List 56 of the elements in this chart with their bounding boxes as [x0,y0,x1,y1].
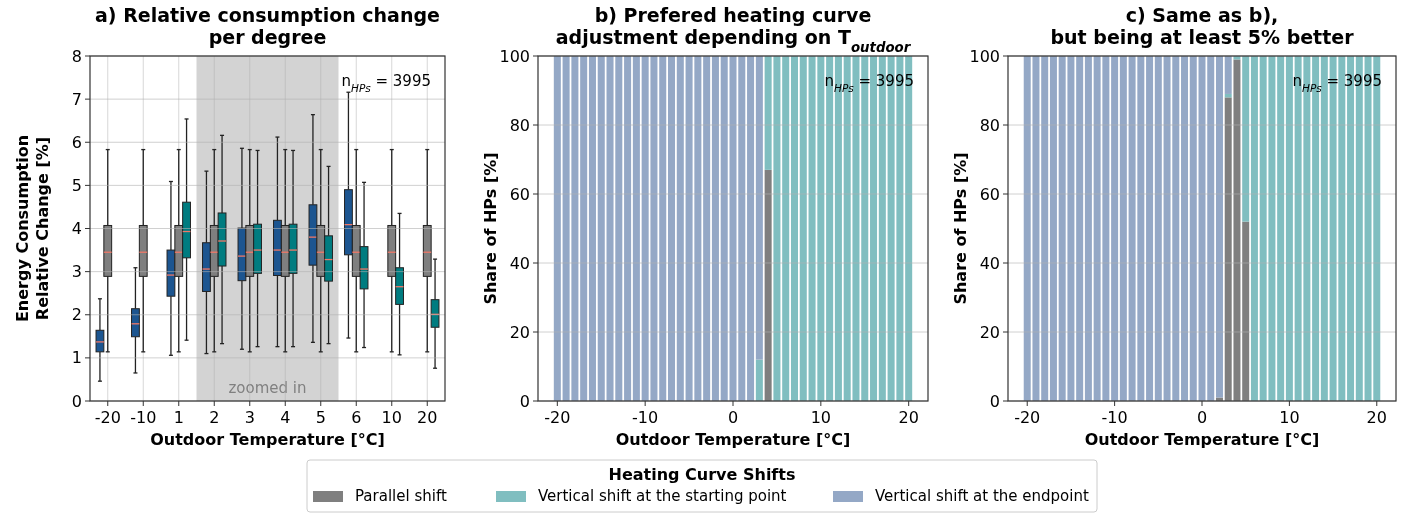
y-axis-title: Energy Consumption Relative Change [%] [13,134,52,323]
x-tick-label: -10 [632,408,659,427]
y-tick-label: 4 [71,219,82,239]
y-tick-label: 0 [71,391,82,411]
x-tick-label: 10 [810,408,832,427]
y-tick-label: 6 [71,132,82,152]
x-axis-title: Outdoor Temperature [°C] [150,430,385,449]
x-tick-label: 2 [209,408,220,427]
y-tick-label: 1 [71,348,82,368]
x-tick-label: -20 [94,408,121,427]
x-tick-label: -20 [544,408,571,427]
legend-label: Vertical shift at the endpoint [875,487,1089,505]
chart-title: b) Prefered heating curve adjustment depending on T$_{outdoor}$ [555,4,912,55]
y-tick-label: 2 [71,305,82,325]
x-axis-title: Outdoor Temperature [°C] [615,430,851,449]
x-tick-label: -10 [130,408,157,427]
y-tick-label: 3 [71,262,82,282]
legend-label: Parallel shift [355,487,447,505]
y-tick-label: 0 [989,391,1000,411]
y-tick-label: 0 [519,391,530,411]
x-tick-label: 20 [1366,408,1387,427]
y-tick-label: 100 [969,46,1000,66]
x-tick-label: 0 [1196,408,1208,427]
y-tick-label: 40 [979,253,1000,273]
y-axis-title: Share of HPs [%] [951,152,970,305]
x-tick-label: 0 [727,408,739,427]
legend-label: Vertical shift at the starting point [538,487,787,505]
y-tick-label: 7 [71,89,82,109]
x-tick-label: -10 [1101,408,1128,427]
y-tick-label: 40 [509,253,530,273]
chart-title: a) Relative consumption change per degree [95,4,440,48]
x-tick-label: 10 [1279,408,1300,427]
y-tick-label: 5 [71,175,82,195]
x-tick-label: 6 [351,408,362,427]
y-tick-label: 20 [979,322,1000,342]
y-tick-label: 60 [509,184,530,204]
x-tick-label: 10 [381,408,402,427]
x-tick-label: -20 [1014,408,1041,427]
y-tick-label: 80 [509,115,530,135]
y-axis-title: Share of HPs [%] [481,152,500,305]
x-tick-label: 1 [173,408,184,427]
y-tick-label: 80 [979,115,1000,135]
x-tick-label: 20 [898,408,919,427]
x-axis-title: Outdoor Temperature [°C] [1084,430,1320,449]
x-tick-label: 4 [280,408,291,427]
y-tick-label: 60 [979,184,1000,204]
y-tick-label: 100 [499,46,530,66]
band-label: zoomed in [228,379,307,397]
annotation: n$_{HPs}$ = 3995 [341,72,431,94]
legend-title: Heating Curve Shifts [608,465,796,484]
y-tick-label: 20 [509,322,530,342]
x-tick-label: 20 [417,408,438,427]
y-tick-label: 8 [71,46,82,66]
chart-title: c) Same as b), but being at least 5% better [1050,4,1355,48]
x-tick-label: 3 [244,408,255,427]
x-tick-label: 5 [315,408,326,427]
